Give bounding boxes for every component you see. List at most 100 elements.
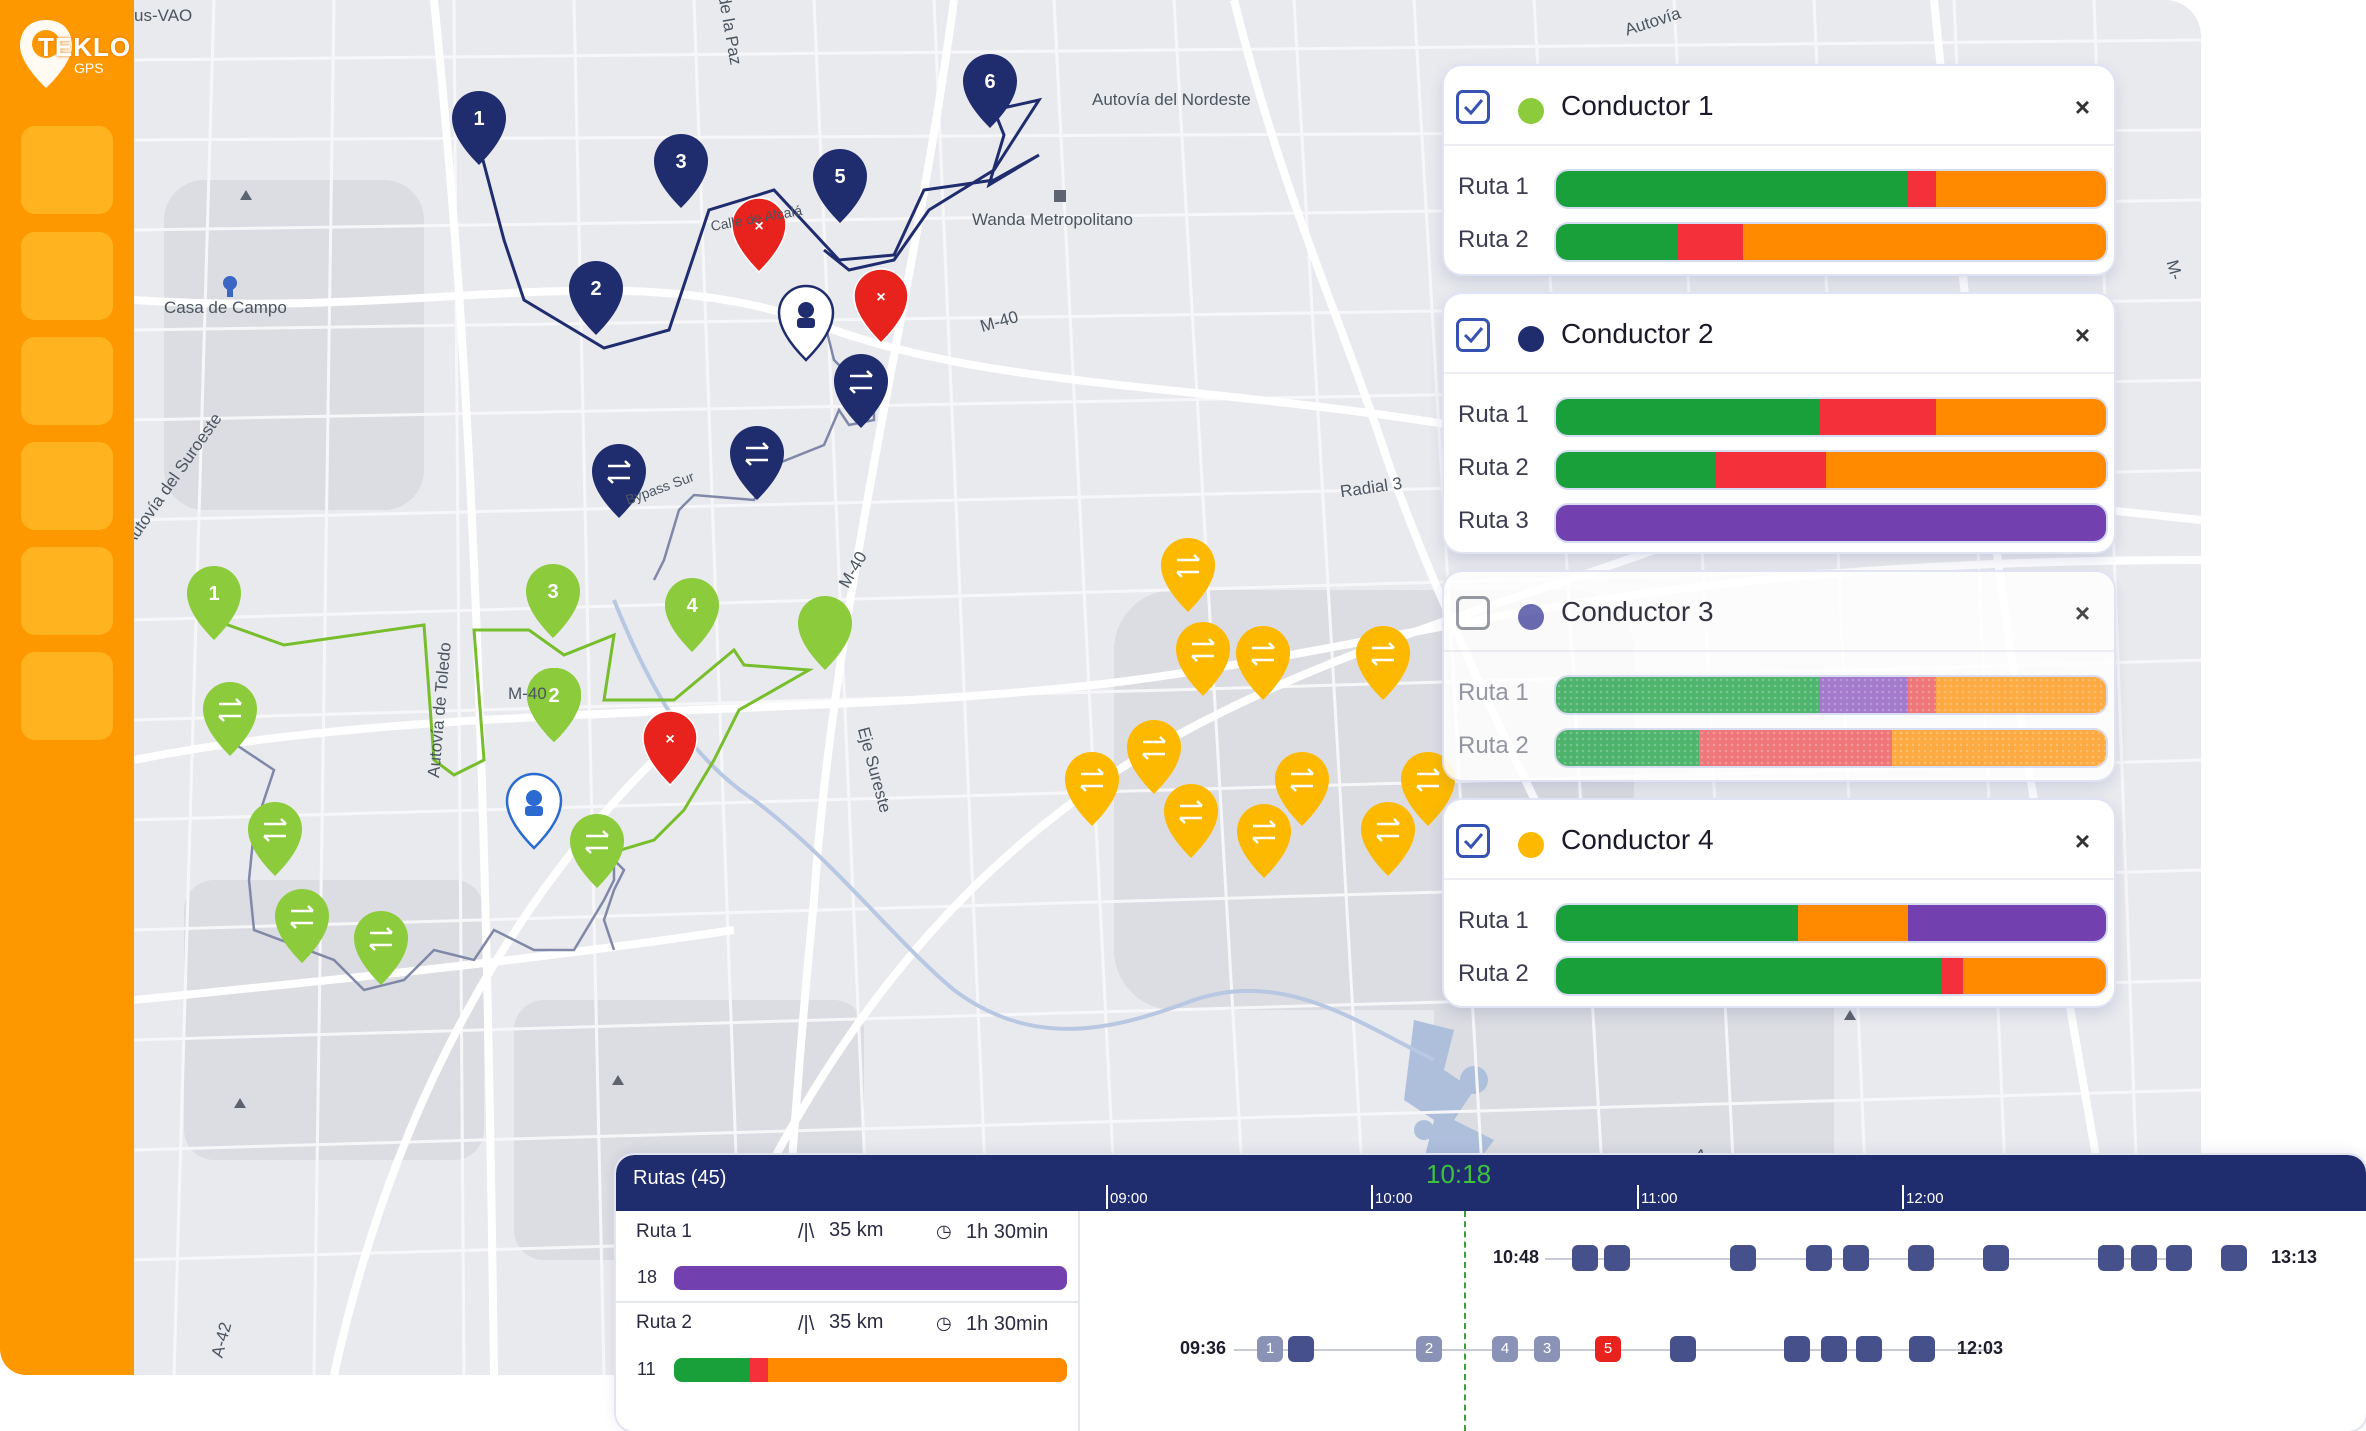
map-label-m40-south: M-40 [508,684,547,703]
sidebar-button-6[interactable] [21,652,113,740]
map-area[interactable]: 1 2 3 5 6 [134,0,2201,1375]
route-1-stop[interactable] [1908,1245,1934,1271]
teklo-logo[interactable]: TEKLO GPS [14,14,130,94]
bar-segment [1743,224,2106,260]
driver-1-route-2-bar[interactable] [1556,224,2106,260]
route-1-stop[interactable] [2221,1245,2247,1271]
bar-segment [1963,958,2106,994]
hour-label-1100: 11:00 [1641,1190,1678,1207]
route-1-duration: 1h 30min [966,1221,1049,1243]
map-label-bus-vao: us-VAO [134,6,193,25]
route-1-stop[interactable] [1843,1245,1869,1271]
route-2-stop[interactable]: 3 [1534,1336,1560,1362]
clock-icon: ◷ [936,1313,952,1333]
driver-3-route-1-bar[interactable] [1556,677,2106,713]
route-1-count: 18 [637,1267,658,1287]
map-label-wanda-metropolitano: Wanda Metropolitano [972,210,1133,229]
route-1-stop[interactable] [1806,1245,1832,1271]
route-2-stop[interactable] [1670,1336,1696,1362]
close-icon[interactable]: × [2074,826,2090,856]
route-2-stop[interactable] [1821,1336,1847,1362]
route-1-stop[interactable] [2098,1245,2124,1271]
hour-label-1000: 10:00 [1375,1190,1413,1207]
driver-card-header: Conductor 2 × [1444,294,2114,374]
svg-text:×: × [754,218,763,235]
route-2-stop[interactable]: 2 [1416,1336,1442,1362]
route-1-stop[interactable] [1604,1245,1630,1271]
bar-segment [1820,677,1908,713]
hour-tick [1371,1185,1373,1209]
timeline-header: Rutas (45) 10:18 09:00 10:00 11:00 12:00 [616,1155,2366,1211]
route-2-stop[interactable] [1856,1336,1882,1362]
driver-1-route-1-label: Ruta 1 [1458,173,1529,200]
driver-4-route-1-label: Ruta 1 [1458,907,1529,934]
svg-text:2: 2 [590,278,601,300]
route-2-stop[interactable]: 1 [1257,1336,1283,1362]
navy-pin-5 [813,149,867,223]
driver-2-route-2-bar[interactable] [1556,452,2106,488]
svg-text:4: 4 [686,595,698,617]
close-icon[interactable]: × [2074,598,2090,628]
bar-segment [1935,677,2106,713]
svg-text:1: 1 [473,108,484,130]
route-2-stop[interactable]: 4 [1492,1336,1518,1362]
driver-3-route-2-bar[interactable] [1556,730,2106,766]
distance-icon: /|\ [798,1221,815,1243]
driver-2-name: Conductor 2 [1561,318,1714,349]
driver-3-name: Conductor 3 [1561,596,1714,627]
bar-segment [1798,905,1908,941]
bar-segment [1891,730,2106,766]
svg-text:2: 2 [548,685,559,707]
bar-segment [1556,452,1716,488]
route-2-duration: 1h 30min [966,1313,1049,1335]
svg-text:6: 6 [984,71,995,93]
route-1-stop[interactable] [1730,1245,1756,1271]
bar-segment [1908,905,2106,941]
route-1-stop[interactable] [1572,1245,1598,1271]
route-2-stop[interactable] [1909,1336,1935,1362]
route-1-stop[interactable] [1983,1245,2009,1271]
route-2-distance: 35 km [829,1311,884,1333]
bar-segment [1908,677,1936,713]
route-1-stop[interactable] [2131,1245,2157,1271]
driver-1-checkbox[interactable] [1456,90,1490,124]
driver-4-checkbox[interactable] [1456,824,1490,858]
route-1-stop[interactable] [2166,1245,2192,1271]
sidebar-button-2[interactable] [21,232,113,320]
route-2-stop[interactable] [1288,1336,1314,1362]
driver-1-route-1-bar[interactable] [1556,171,2106,207]
bar-segment [748,1358,769,1382]
close-icon[interactable]: × [2074,92,2090,122]
distance-icon: /|\ [798,1313,815,1335]
sidebar-button-5[interactable] [21,547,113,635]
sidebar-button-3[interactable] [21,337,113,425]
route-2-stop-alert[interactable]: 5 [1595,1336,1621,1362]
svg-text:×: × [876,289,885,306]
route-2-progress-bar[interactable] [674,1358,1067,1382]
bar-segment [674,1266,1067,1290]
driver-2-route-3-bar[interactable] [1556,505,2106,541]
map-pins: 1 2 3 5 6 [187,54,2026,1108]
driver-2-checkbox[interactable] [1456,318,1490,352]
sidebar-button-4[interactable] [21,442,113,530]
route-1-progress-bar[interactable] [674,1266,1067,1290]
driver-2-route-1-bar[interactable] [1556,399,2106,435]
driver-1-route-2-label: Ruta 2 [1458,226,1529,253]
hour-label-1200: 12:00 [1906,1190,1944,1207]
sidebar-button-1[interactable] [21,126,113,214]
route-1-start-time: 10:48 [1493,1247,1546,1268]
route-2-stop[interactable] [1784,1336,1810,1362]
driver-3-checkbox[interactable] [1456,596,1490,630]
bar-segment [1825,452,2106,488]
close-icon[interactable]: × [2074,320,2090,350]
bar-segment [1556,171,1908,207]
bar-segment [1908,171,1936,207]
bar-segment [1556,905,1798,941]
driver-4-route-2-bar[interactable] [1556,958,2106,994]
driver-2-route-3-label: Ruta 3 [1458,507,1529,534]
route-1-distance: 35 km [829,1219,884,1241]
row-divider [616,1301,1078,1303]
driver-4-route-1-bar[interactable] [1556,905,2106,941]
route-2-count: 11 [637,1359,656,1379]
route-2-start-time: 09:36 [1180,1338,1227,1358]
